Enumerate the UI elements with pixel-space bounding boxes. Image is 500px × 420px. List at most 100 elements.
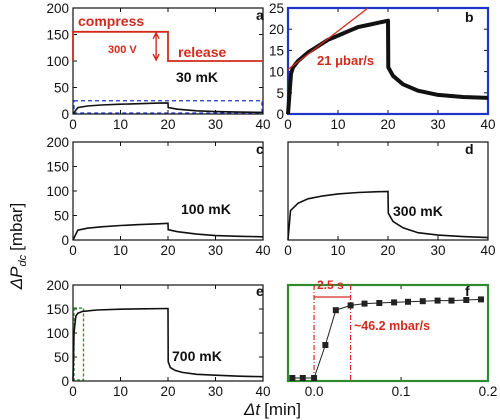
y-tick-label-c: 150	[46, 160, 69, 175]
data-point-f	[448, 297, 455, 304]
x-tick-label-e: 10	[113, 384, 128, 399]
x-tick-label-e: 40	[255, 384, 270, 399]
panel-letter-b: b	[465, 9, 474, 25]
data-point-f	[478, 296, 485, 303]
x-tick-label-f: 0.0	[305, 384, 324, 399]
panel-letter-f: f	[465, 283, 470, 299]
data-point-f	[463, 297, 470, 303]
y-tick-label-e: 0	[61, 374, 69, 389]
x-tick-label-a: 30	[208, 117, 223, 132]
x-tick-label-c: 0	[69, 243, 77, 258]
panel-f: 0.0 0.1 0.2	[286, 283, 497, 399]
data-point-f	[391, 299, 398, 306]
panel-b: 0 10 20 30 40 0 5 10 15 20 25	[269, 1, 496, 132]
y-tick-label-a: 100	[46, 54, 69, 69]
panel-a: 0 10 20 30 40 0 50 100 150 200	[46, 1, 270, 132]
data-line-a	[72, 102, 264, 115]
x-tick-label-e: 20	[160, 384, 175, 399]
y-tick-label-b: 20	[269, 22, 284, 37]
y-tick-label-c: 100	[46, 184, 69, 199]
data-point-f	[405, 298, 411, 305]
x-tick-label-b: 20	[380, 117, 395, 132]
data-line-f	[292, 298, 482, 379]
zoom-box-a	[73, 100, 263, 114]
data-point-f	[347, 302, 354, 309]
x-tick-label-b: 0	[284, 117, 292, 132]
plot-frame-c	[72, 141, 264, 241]
x-tick-label-c: 40	[255, 243, 270, 258]
temperature-label-e: 700 mK	[172, 348, 222, 364]
voltage-arrow-head-bottom-a	[152, 53, 160, 62]
y-tick-label-a: 200	[46, 1, 69, 16]
rate-fit-line-b	[287, 7, 369, 71]
x-tick-label-d: 10	[330, 243, 345, 258]
y-tick-label-c: 50	[54, 209, 69, 224]
panel-d: 0 10 20 30 40	[284, 141, 496, 258]
voltage-label: 300 V	[108, 44, 137, 56]
temperature-label-a: 30 mK	[176, 69, 218, 85]
x-tick-label-c: 30	[208, 243, 223, 258]
x-tick-label-c: 20	[160, 243, 175, 258]
x-axis-title-unit: [min]	[264, 400, 301, 419]
plot-frame-f	[286, 283, 490, 383]
y-tick-label-b: 5	[276, 86, 284, 101]
data-line-e	[72, 307, 264, 382]
x-tick-label-d: 20	[380, 243, 395, 258]
data-line-c	[72, 222, 264, 241]
y-tick-label-e: 50	[54, 350, 69, 365]
x-tick-label-b: 40	[480, 117, 495, 132]
x-tick-label-d: 0	[284, 243, 292, 258]
x-tick-label-e: 0	[69, 384, 77, 399]
x-tick-label-a: 10	[113, 117, 128, 132]
y-tick-label-b: 25	[269, 1, 284, 16]
y-tick-label-e: 200	[46, 278, 69, 293]
svg-text:ΔPdc[mbar]: ΔPdc [mbar]	[7, 203, 29, 291]
data-point-f	[434, 297, 441, 304]
x-tick-label-a: 40	[255, 117, 270, 132]
data-point-f	[322, 342, 329, 348]
data-point-f	[289, 375, 296, 381]
plot-frame-e	[72, 284, 264, 382]
duration-label-f: 2.5 s	[317, 278, 344, 292]
data-point-f	[311, 375, 318, 381]
y-axis-title-subscript: dc	[17, 254, 29, 266]
step-signal-a	[72, 30, 263, 62]
y-tick-label-a: 150	[46, 28, 69, 43]
y-axis-title-symbol: ΔP	[7, 266, 26, 290]
x-tick-label-b: 30	[430, 117, 445, 132]
panel-letter-e: e	[256, 283, 264, 299]
y-tick-label-c: 200	[46, 135, 69, 150]
x-axis-title-symbol: Δt	[243, 400, 261, 419]
plot-frame-d	[287, 141, 489, 241]
data-point-f	[361, 300, 368, 307]
rate-label-f: ~46.2 mbar/s	[354, 319, 430, 333]
compress-label: compress	[78, 13, 144, 29]
x-tick-label-b: 10	[330, 117, 345, 132]
data-point-f	[299, 375, 306, 381]
panel-e: 0 10 20 30 40 0 50 100 150 200	[46, 278, 270, 399]
rate-label-b: 21 μbar/s	[317, 53, 374, 68]
y-tick-label-e: 150	[46, 302, 69, 317]
x-tick-label-f: 0.1	[392, 384, 411, 399]
temperature-label-d: 300 mK	[393, 203, 443, 219]
panel-letter-d: d	[465, 141, 474, 157]
data-point-f	[332, 307, 339, 314]
x-tick-label-a: 0	[69, 117, 77, 132]
y-axis-title-unit: [mbar]	[7, 203, 26, 251]
x-tick-label-d: 30	[430, 243, 445, 258]
x-tick-label-d: 40	[480, 243, 495, 258]
x-tick-label-a: 20	[160, 117, 175, 132]
x-tick-label-e: 30	[208, 384, 223, 399]
x-tick-label-c: 10	[113, 243, 128, 258]
panel-letter-c: c	[256, 141, 264, 157]
data-point-f	[419, 298, 426, 305]
plot-frame-b	[286, 6, 490, 116]
voltage-arrow-head-top-a	[152, 31, 160, 40]
y-tick-label-b: 10	[269, 65, 284, 80]
y-tick-label-a: 0	[61, 107, 69, 122]
y-tick-label-c: 0	[61, 233, 69, 248]
data-point-f	[376, 300, 383, 306]
release-label: release	[178, 44, 226, 60]
